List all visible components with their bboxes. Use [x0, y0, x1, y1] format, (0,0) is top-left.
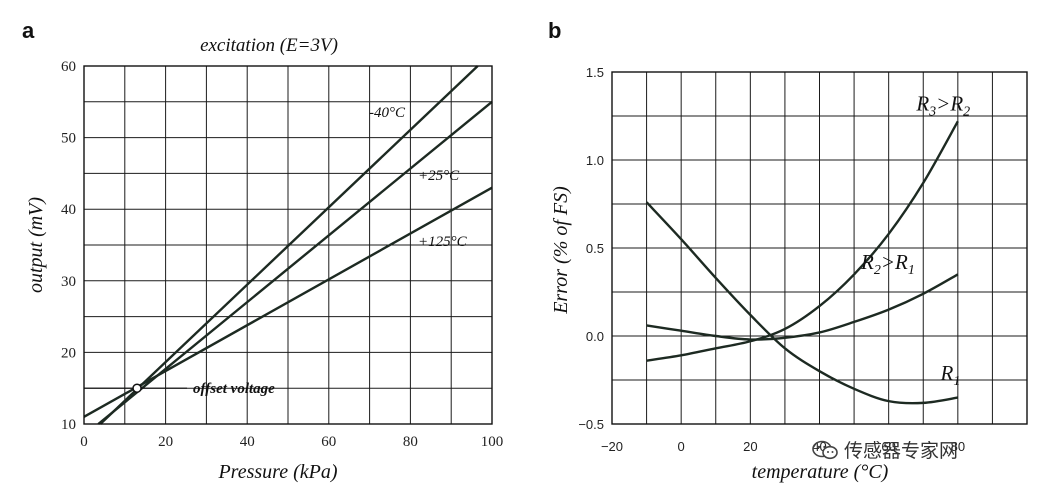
y-tick-label: 1.0 [586, 153, 604, 168]
x-tick-label: 20 [743, 439, 757, 454]
y-tick-label: 30 [61, 274, 76, 290]
series-label-3: +125°C [418, 234, 468, 250]
x-tick-label: 0 [80, 434, 88, 450]
series-line-2 [97, 100, 493, 425]
panel-a-xlabel: Pressure (kPa) [217, 461, 337, 483]
panel-b-ticks: −20 0 20 40 60 80−0.50.00.51.01.5 [578, 65, 965, 454]
offset-point-marker [132, 383, 142, 393]
panel-a-series [83, 65, 493, 425]
panel-a-letter: a [22, 18, 35, 43]
x-tick-label: 60 [321, 434, 336, 450]
y-tick-label: 10 [61, 417, 76, 433]
x-tick-label: 80 [951, 439, 965, 454]
panel-b-xlabel: temperature (°C) [752, 461, 889, 483]
y-tick-label: 1.5 [586, 65, 604, 80]
x-tick-label: −20 [601, 439, 623, 454]
x-tick-label: 0 [678, 439, 685, 454]
x-tick-label: 100 [481, 434, 504, 450]
series-label-3: R1 [940, 361, 961, 389]
panel-a-ylabel: output (mV) [25, 197, 47, 293]
y-tick-label: −0.5 [578, 417, 604, 432]
y-tick-label: 40 [61, 202, 76, 218]
panel-a-title: excitation (E=3V) [200, 35, 338, 56]
panel-b-ylabel: Error (% of FS) [550, 186, 572, 315]
y-tick-label: 20 [61, 345, 76, 361]
series-label-1: -40°C [369, 105, 406, 121]
panel-a-chart: a excitation (E=3V) 0 20 40 60 80 100 10 20 30 40… [22, 18, 503, 483]
y-tick-label: 60 [61, 59, 76, 75]
watermark-text: 传感器专家网 [844, 440, 959, 462]
series-label-2: +25°C [418, 168, 460, 184]
panel-b-grid [612, 72, 1027, 424]
offset-voltage-label: offset voltage [193, 381, 275, 397]
series-label-1: R3>R2 [915, 92, 970, 120]
y-tick-label: 50 [61, 131, 76, 147]
x-tick-label: 60 [881, 439, 895, 454]
series-label-2: R2>R1 [860, 250, 915, 278]
x-tick-label: 80 [403, 434, 418, 450]
panel-b-frame [611, 71, 1028, 425]
x-tick-label: 40 [240, 434, 255, 450]
series-line-1 [99, 65, 479, 425]
x-tick-label: 20 [158, 434, 173, 450]
series-curve-r1 [645, 201, 959, 405]
y-tick-label: 0.5 [586, 241, 604, 256]
panel-b-chart: b −20 0 20 40 60 80−0.50.00.51.01.5 temperatu… [548, 18, 1028, 483]
panel-a-series-labels: -40°C +25°C +125°C [369, 105, 468, 250]
panel-b-letter: b [548, 18, 561, 43]
series-line-3 [83, 186, 493, 418]
wechat-icon [812, 440, 838, 459]
panel-a-ticks: 0 20 40 60 80 100 10 20 30 40 50 60 [61, 59, 503, 450]
panel-b-series [645, 120, 959, 405]
series-curve-r2r1 [646, 273, 959, 341]
watermark: 传感器专家网 [812, 436, 958, 463]
y-tick-label: 0.0 [586, 329, 604, 344]
panel-a-annotation: offset voltage [84, 381, 275, 397]
panel-b-series-labels: R3>R2 R2>R1 R1 [860, 92, 970, 389]
panel-a-frame [83, 65, 493, 425]
series-curve-r3r2 [646, 120, 959, 362]
